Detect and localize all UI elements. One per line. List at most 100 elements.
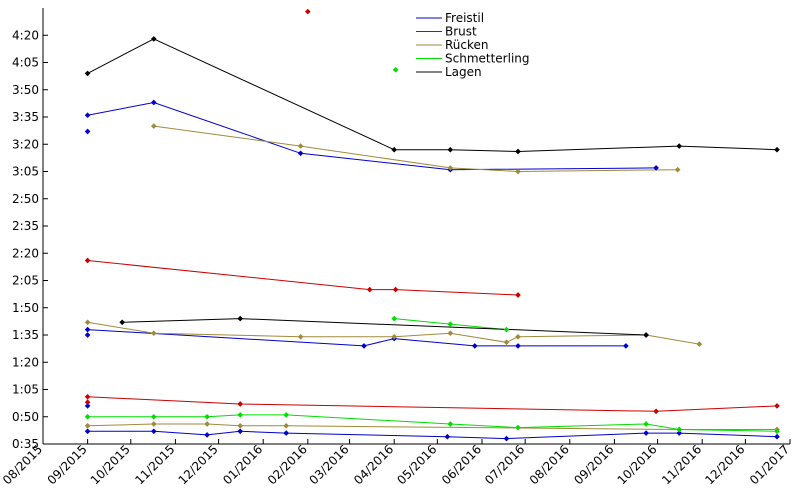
- data-point-freistil: [237, 428, 244, 435]
- data-point-lagen: [391, 146, 398, 153]
- data-point-brust: [237, 401, 244, 407]
- y-tick-label: 3:50: [12, 83, 39, 97]
- data-point-rücken: [150, 123, 157, 129]
- x-tick-label: 11/2016: [659, 442, 704, 487]
- data-point-freistil: [676, 430, 683, 436]
- data-point-freistil: [283, 430, 290, 436]
- data-point-rücken: [447, 165, 454, 171]
- series-lines: [87, 38, 778, 440]
- y-tick-label: 2:35: [12, 219, 39, 233]
- data-point-brust: [774, 403, 780, 409]
- data-point-brust: [304, 8, 311, 15]
- x-tick-label: 09/2016: [571, 442, 616, 487]
- y-tick-label: 3:35: [12, 110, 39, 124]
- data-point-lagen: [774, 146, 780, 153]
- data-point-freistil: [84, 112, 91, 119]
- data-point-schmetterling: [515, 424, 521, 431]
- data-point-schmetterling: [84, 413, 91, 420]
- data-point-schmetterling: [204, 413, 210, 420]
- data-point-freistil: [84, 326, 91, 333]
- data-point-schmetterling: [447, 421, 454, 427]
- data-point-rücken: [297, 333, 304, 340]
- data-point-rücken: [447, 330, 454, 337]
- data-point-freistil: [84, 128, 91, 135]
- data-point-lagen: [237, 315, 244, 322]
- data-point-freistil: [297, 150, 304, 157]
- data-point-rücken: [84, 319, 91, 326]
- data-point-freistil: [84, 428, 91, 435]
- data-point-freistil: [444, 433, 451, 440]
- data-point-freistil: [150, 99, 157, 106]
- y-tick-label: 3:20: [12, 137, 39, 151]
- y-tick-label: 3:05: [12, 165, 39, 179]
- data-point-freistil: [471, 343, 478, 349]
- data-point-schmetterling: [447, 321, 454, 327]
- data-point-freistil: [150, 428, 157, 435]
- data-point-lagen: [150, 36, 157, 42]
- data-point-schmetterling: [643, 421, 649, 427]
- data-point-rücken: [204, 421, 210, 427]
- data-point-freistil: [503, 435, 510, 442]
- data-point-schmetterling: [774, 428, 780, 435]
- series-line-brust-100m: [87, 260, 519, 296]
- data-point-brust: [84, 257, 91, 264]
- data-point-brust: [366, 286, 373, 293]
- series-line-lagen-100m: [122, 318, 647, 336]
- data-point-rücken: [84, 422, 91, 429]
- x-tick-label: 12/2016: [702, 442, 747, 487]
- data-point-schmetterling: [392, 66, 399, 73]
- y-tick-label: 1:05: [12, 383, 39, 397]
- x-tick-label: 07/2016: [482, 442, 527, 487]
- series-line-freistil-100m: [87, 329, 626, 347]
- y-tick-label: 1:50: [12, 301, 39, 315]
- data-point-lagen: [119, 319, 126, 326]
- data-point-freistil: [643, 430, 649, 436]
- x-tick-label: 09/2015: [45, 442, 90, 487]
- data-point-schmetterling: [150, 413, 157, 420]
- x-tick-label: 10/2015: [88, 442, 133, 487]
- x-tick-label: 04/2016: [351, 442, 396, 487]
- data-point-brust: [392, 286, 399, 293]
- data-point-lagen: [515, 148, 521, 155]
- y-tick-label: 2:20: [12, 246, 39, 260]
- series-points: [84, 8, 780, 442]
- data-point-freistil: [84, 332, 91, 338]
- series-line-freistil-50m: [87, 430, 778, 440]
- data-point-lagen: [643, 332, 649, 338]
- data-point-lagen: [84, 70, 91, 77]
- x-tick-label: 11/2015: [132, 442, 177, 487]
- data-point-freistil: [204, 432, 210, 438]
- y-tick-label: 0:50: [12, 410, 39, 424]
- data-point-brust: [84, 393, 91, 400]
- data-point-schmetterling: [391, 315, 398, 322]
- data-point-rücken: [674, 166, 681, 173]
- axes: 0:35 0:50 1:05 1:20 1:35 1:50 2:05 2:20 2:35 2:50…: [0, 8, 792, 487]
- data-point-schmetterling: [676, 426, 683, 433]
- legend-label: Brust: [445, 25, 477, 39]
- x-tick-label: 08/2016: [527, 442, 572, 487]
- legend-label: Freistil: [445, 11, 484, 25]
- data-point-freistil: [774, 433, 780, 440]
- x-tick-label: 02/2016: [265, 442, 310, 487]
- data-point-rücken: [237, 422, 244, 429]
- y-tick-label: 2:50: [12, 192, 39, 206]
- data-point-schmetterling: [237, 412, 244, 418]
- data-point-rücken: [391, 333, 398, 340]
- data-point-lagen: [676, 143, 683, 149]
- y-tick-label: 0:35: [12, 437, 39, 451]
- x-tick-label: 05/2016: [394, 442, 439, 487]
- legend-label: Schmetterling: [445, 52, 530, 66]
- data-point-brust: [515, 292, 521, 298]
- legend-label: Rücken: [445, 38, 489, 52]
- x-tick-label: 12/2015: [176, 442, 221, 487]
- data-point-freistil: [84, 403, 91, 409]
- data-point-freistil: [653, 165, 659, 171]
- data-point-rücken: [297, 143, 304, 149]
- x-tick-label: 01/2016: [220, 442, 265, 487]
- x-tick-label: 10/2016: [615, 442, 660, 487]
- data-point-rücken: [150, 330, 157, 337]
- series-line-freistil-200m: [87, 101, 657, 171]
- data-point-schmetterling: [283, 412, 290, 418]
- data-point-brust: [653, 408, 659, 415]
